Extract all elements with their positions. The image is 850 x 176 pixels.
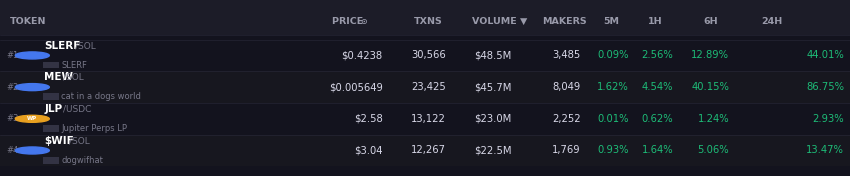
Text: /SOL: /SOL bbox=[63, 73, 84, 82]
Text: $23.0M: $23.0M bbox=[474, 114, 512, 124]
Text: 30,566: 30,566 bbox=[411, 51, 446, 60]
Text: 1H: 1H bbox=[648, 17, 662, 26]
Text: #4: #4 bbox=[7, 146, 19, 155]
Text: 1.62%: 1.62% bbox=[598, 82, 629, 92]
FancyBboxPatch shape bbox=[0, 0, 850, 35]
Text: $2.58: $2.58 bbox=[354, 114, 382, 124]
Circle shape bbox=[15, 115, 49, 122]
Text: ⊙: ⊙ bbox=[360, 17, 367, 26]
Text: 23,425: 23,425 bbox=[411, 82, 446, 92]
Text: $0.4238: $0.4238 bbox=[342, 51, 383, 60]
FancyBboxPatch shape bbox=[0, 135, 850, 166]
Text: 2.56%: 2.56% bbox=[642, 51, 673, 60]
Text: 3,485: 3,485 bbox=[552, 51, 581, 60]
Text: $0.005649: $0.005649 bbox=[329, 82, 382, 92]
Text: $22.5M: $22.5M bbox=[474, 146, 512, 155]
Circle shape bbox=[15, 52, 49, 59]
Text: MEW: MEW bbox=[44, 73, 73, 82]
Text: TOKEN: TOKEN bbox=[10, 17, 47, 26]
FancyBboxPatch shape bbox=[0, 40, 850, 71]
Text: 6H: 6H bbox=[704, 17, 718, 26]
Text: 4.54%: 4.54% bbox=[642, 82, 673, 92]
Text: 1,769: 1,769 bbox=[552, 146, 581, 155]
Text: 2,252: 2,252 bbox=[552, 114, 581, 124]
Text: 0.01%: 0.01% bbox=[598, 114, 629, 124]
FancyBboxPatch shape bbox=[42, 93, 60, 100]
Text: $3.04: $3.04 bbox=[354, 146, 382, 155]
Text: 13,122: 13,122 bbox=[411, 114, 446, 124]
Text: MAKERS: MAKERS bbox=[542, 17, 586, 26]
Circle shape bbox=[15, 147, 49, 154]
Text: TXNS: TXNS bbox=[414, 17, 443, 26]
Text: 12.89%: 12.89% bbox=[691, 51, 729, 60]
Text: VOLUME ▼: VOLUME ▼ bbox=[472, 17, 527, 26]
FancyBboxPatch shape bbox=[0, 103, 850, 135]
Text: PRICE: PRICE bbox=[332, 17, 366, 26]
Text: 12,267: 12,267 bbox=[411, 146, 446, 155]
Circle shape bbox=[15, 84, 49, 91]
Text: 40.15%: 40.15% bbox=[691, 82, 729, 92]
Text: 44.01%: 44.01% bbox=[807, 51, 844, 60]
Text: Jupiter Perps LP: Jupiter Perps LP bbox=[61, 124, 128, 133]
Text: #3: #3 bbox=[7, 114, 20, 123]
FancyBboxPatch shape bbox=[42, 125, 60, 132]
Text: JLP: JLP bbox=[44, 104, 62, 114]
Text: 1.24%: 1.24% bbox=[698, 114, 729, 124]
Text: 13.47%: 13.47% bbox=[806, 146, 844, 155]
Text: /SOL: /SOL bbox=[69, 136, 90, 145]
Text: /USDC: /USDC bbox=[63, 105, 92, 114]
Text: 5.06%: 5.06% bbox=[698, 146, 729, 155]
Text: /SOL: /SOL bbox=[75, 41, 95, 50]
FancyBboxPatch shape bbox=[42, 157, 60, 164]
Text: 2.93%: 2.93% bbox=[813, 114, 844, 124]
Text: $WIF: $WIF bbox=[44, 136, 74, 146]
Text: dogwifhat: dogwifhat bbox=[61, 156, 103, 165]
Text: 5M: 5M bbox=[604, 17, 620, 26]
Text: cat in a dogs world: cat in a dogs world bbox=[61, 92, 141, 101]
Text: 0.62%: 0.62% bbox=[642, 114, 673, 124]
Text: 24H: 24H bbox=[762, 17, 783, 26]
Text: #2: #2 bbox=[7, 83, 19, 92]
Text: 1.64%: 1.64% bbox=[642, 146, 673, 155]
Text: SLERF: SLERF bbox=[44, 41, 81, 51]
Text: 0.93%: 0.93% bbox=[598, 146, 629, 155]
FancyBboxPatch shape bbox=[42, 62, 60, 68]
Text: $48.5M: $48.5M bbox=[474, 51, 512, 60]
Text: 86.75%: 86.75% bbox=[806, 82, 844, 92]
Text: #1: #1 bbox=[7, 51, 19, 60]
Text: WP: WP bbox=[27, 116, 37, 121]
Text: 0.09%: 0.09% bbox=[598, 51, 629, 60]
FancyBboxPatch shape bbox=[0, 71, 850, 103]
Text: SLERF: SLERF bbox=[61, 61, 87, 70]
Text: 8,049: 8,049 bbox=[552, 82, 581, 92]
Text: $45.7M: $45.7M bbox=[474, 82, 512, 92]
